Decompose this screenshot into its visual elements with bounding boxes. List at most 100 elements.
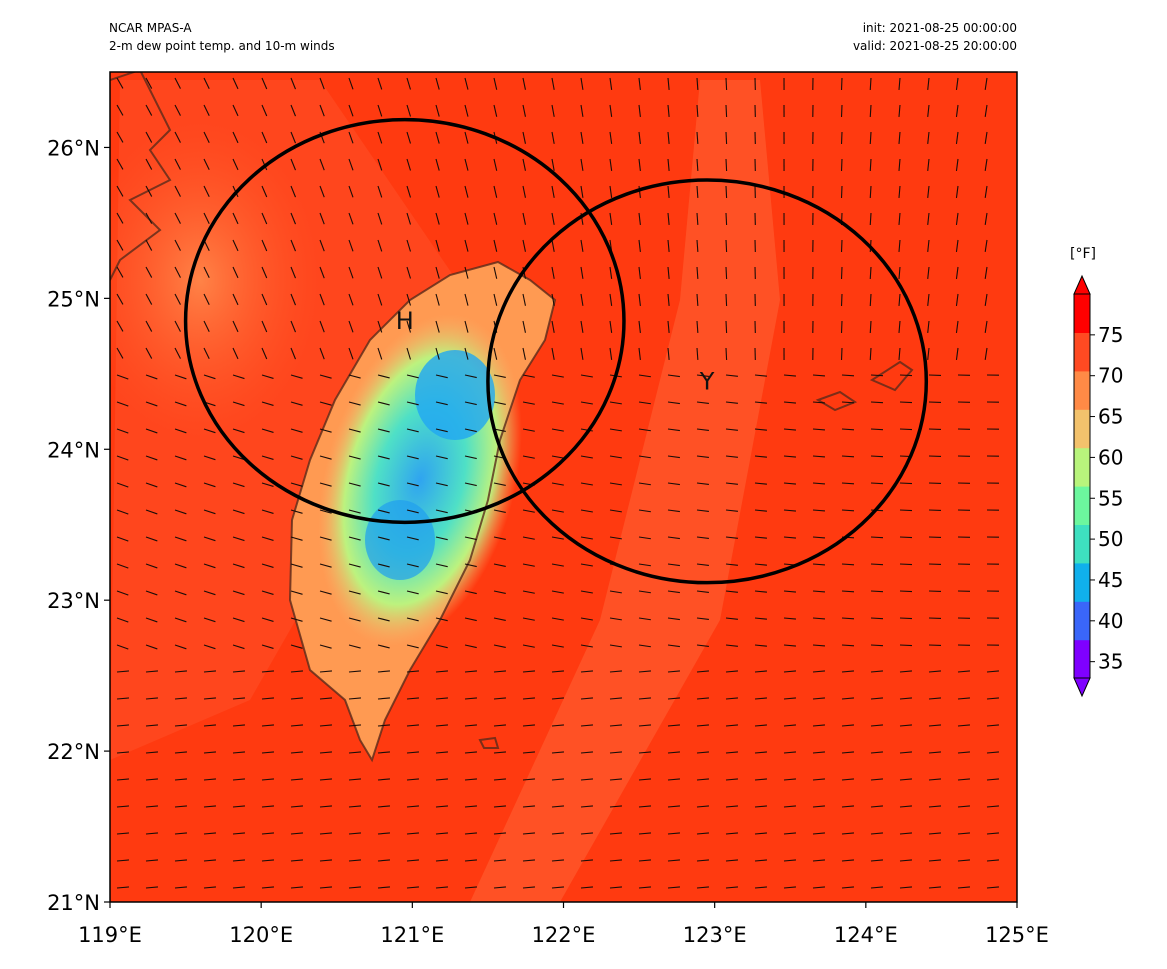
wind-barb (116, 697, 130, 700)
wind-barb (319, 347, 325, 360)
wind-barb (464, 724, 478, 727)
wind-barb (609, 859, 623, 862)
wind-barb (377, 724, 391, 727)
wind-barb (174, 320, 181, 332)
wind-barb (377, 131, 383, 144)
wind-barb (696, 697, 710, 700)
wind-barb (348, 158, 354, 171)
wind-barb (754, 536, 767, 539)
wind-barb (406, 536, 419, 541)
wind-barb (464, 104, 469, 117)
wind-barb (754, 644, 767, 647)
wind-barb (377, 509, 390, 514)
wind-barb (638, 347, 641, 360)
x-tick-label: 120°E (229, 923, 293, 947)
wind-barb (899, 859, 913, 862)
wind-barb (290, 832, 304, 835)
x-tick-label: 121°E (380, 923, 444, 947)
wind-barb (203, 886, 217, 889)
wind-barb (435, 455, 448, 460)
wind-barb (725, 886, 739, 889)
wind-barb (812, 832, 826, 835)
wind-barb (116, 509, 129, 515)
wind-barb (551, 644, 564, 648)
storm-circles: HY (183, 117, 929, 585)
wind-barb (145, 644, 158, 650)
wind-barb (754, 805, 768, 808)
wind-barb (957, 751, 971, 754)
wind-barb (609, 320, 613, 333)
wind-barb (609, 131, 613, 144)
wind-barb (667, 644, 680, 648)
wind-barb (899, 778, 913, 781)
wind-barb (377, 347, 383, 360)
wind-barb (522, 455, 535, 459)
wind-barb (696, 104, 699, 118)
wind-barb (261, 644, 274, 649)
wind-barb (638, 778, 652, 781)
wind-barb (290, 428, 303, 433)
wind-barb (957, 778, 971, 781)
wind-barb (580, 185, 584, 198)
wind-barb (290, 509, 303, 514)
wind-barb (957, 670, 971, 673)
wind-barb (580, 374, 593, 378)
wind-barb (493, 212, 498, 225)
wind-barb (841, 670, 855, 673)
wind-barb (261, 697, 275, 700)
wind-barb (580, 77, 584, 90)
wind-barb (551, 455, 564, 459)
wind-barb (116, 158, 124, 170)
wind-barb (464, 401, 477, 406)
colorbar-tick-label: 60 (1098, 445, 1123, 469)
wind-barb (232, 401, 245, 407)
wind-barb (609, 778, 623, 781)
x-tick-label: 119°E (78, 923, 142, 947)
wind-barb (290, 266, 297, 279)
wind-barb (261, 724, 275, 727)
wind-barb (609, 805, 623, 808)
wind-barb (232, 77, 239, 90)
wind-barb (174, 697, 188, 700)
wind-barb (870, 886, 884, 889)
wind-barb (638, 401, 651, 405)
wind-barb (406, 670, 420, 673)
wind-barb (116, 239, 124, 251)
wind-barb (145, 212, 153, 224)
wind-barb (377, 751, 391, 754)
wind-barb (522, 104, 526, 117)
wind-barb (551, 670, 565, 673)
wind-barb (116, 320, 124, 332)
wind-barb (290, 212, 297, 225)
wind-barb (986, 670, 1000, 673)
wind-barb (261, 886, 275, 889)
wind-barb (348, 347, 354, 360)
colorbar-tick-label: 55 (1098, 486, 1123, 510)
wind-barb (609, 590, 622, 594)
wind-barb (957, 832, 971, 835)
wind-barb (841, 455, 855, 458)
wind-barb (783, 617, 797, 620)
wind-barb (493, 751, 507, 754)
wind-barb (609, 509, 622, 513)
wind-barb (377, 455, 390, 460)
wind-barb (319, 617, 332, 622)
wind-barb (464, 563, 477, 568)
wind-barb (754, 697, 768, 700)
wind-barb (725, 374, 738, 377)
wind-barb (174, 724, 188, 727)
wind-barb (986, 751, 1000, 754)
wind-barb (667, 778, 681, 781)
wind-barb (812, 374, 826, 377)
wind-barb (203, 212, 210, 225)
wind-barb (638, 212, 641, 225)
wind-barb (696, 428, 709, 432)
x-tick-label: 125°E (985, 923, 1049, 947)
wind-barb (667, 347, 670, 360)
wind-barb (696, 590, 709, 594)
wind-barb (435, 563, 448, 568)
wind-barb (869, 266, 872, 280)
wind-barb (116, 104, 124, 116)
wind-barb (869, 158, 872, 172)
wind-barb (754, 563, 767, 566)
